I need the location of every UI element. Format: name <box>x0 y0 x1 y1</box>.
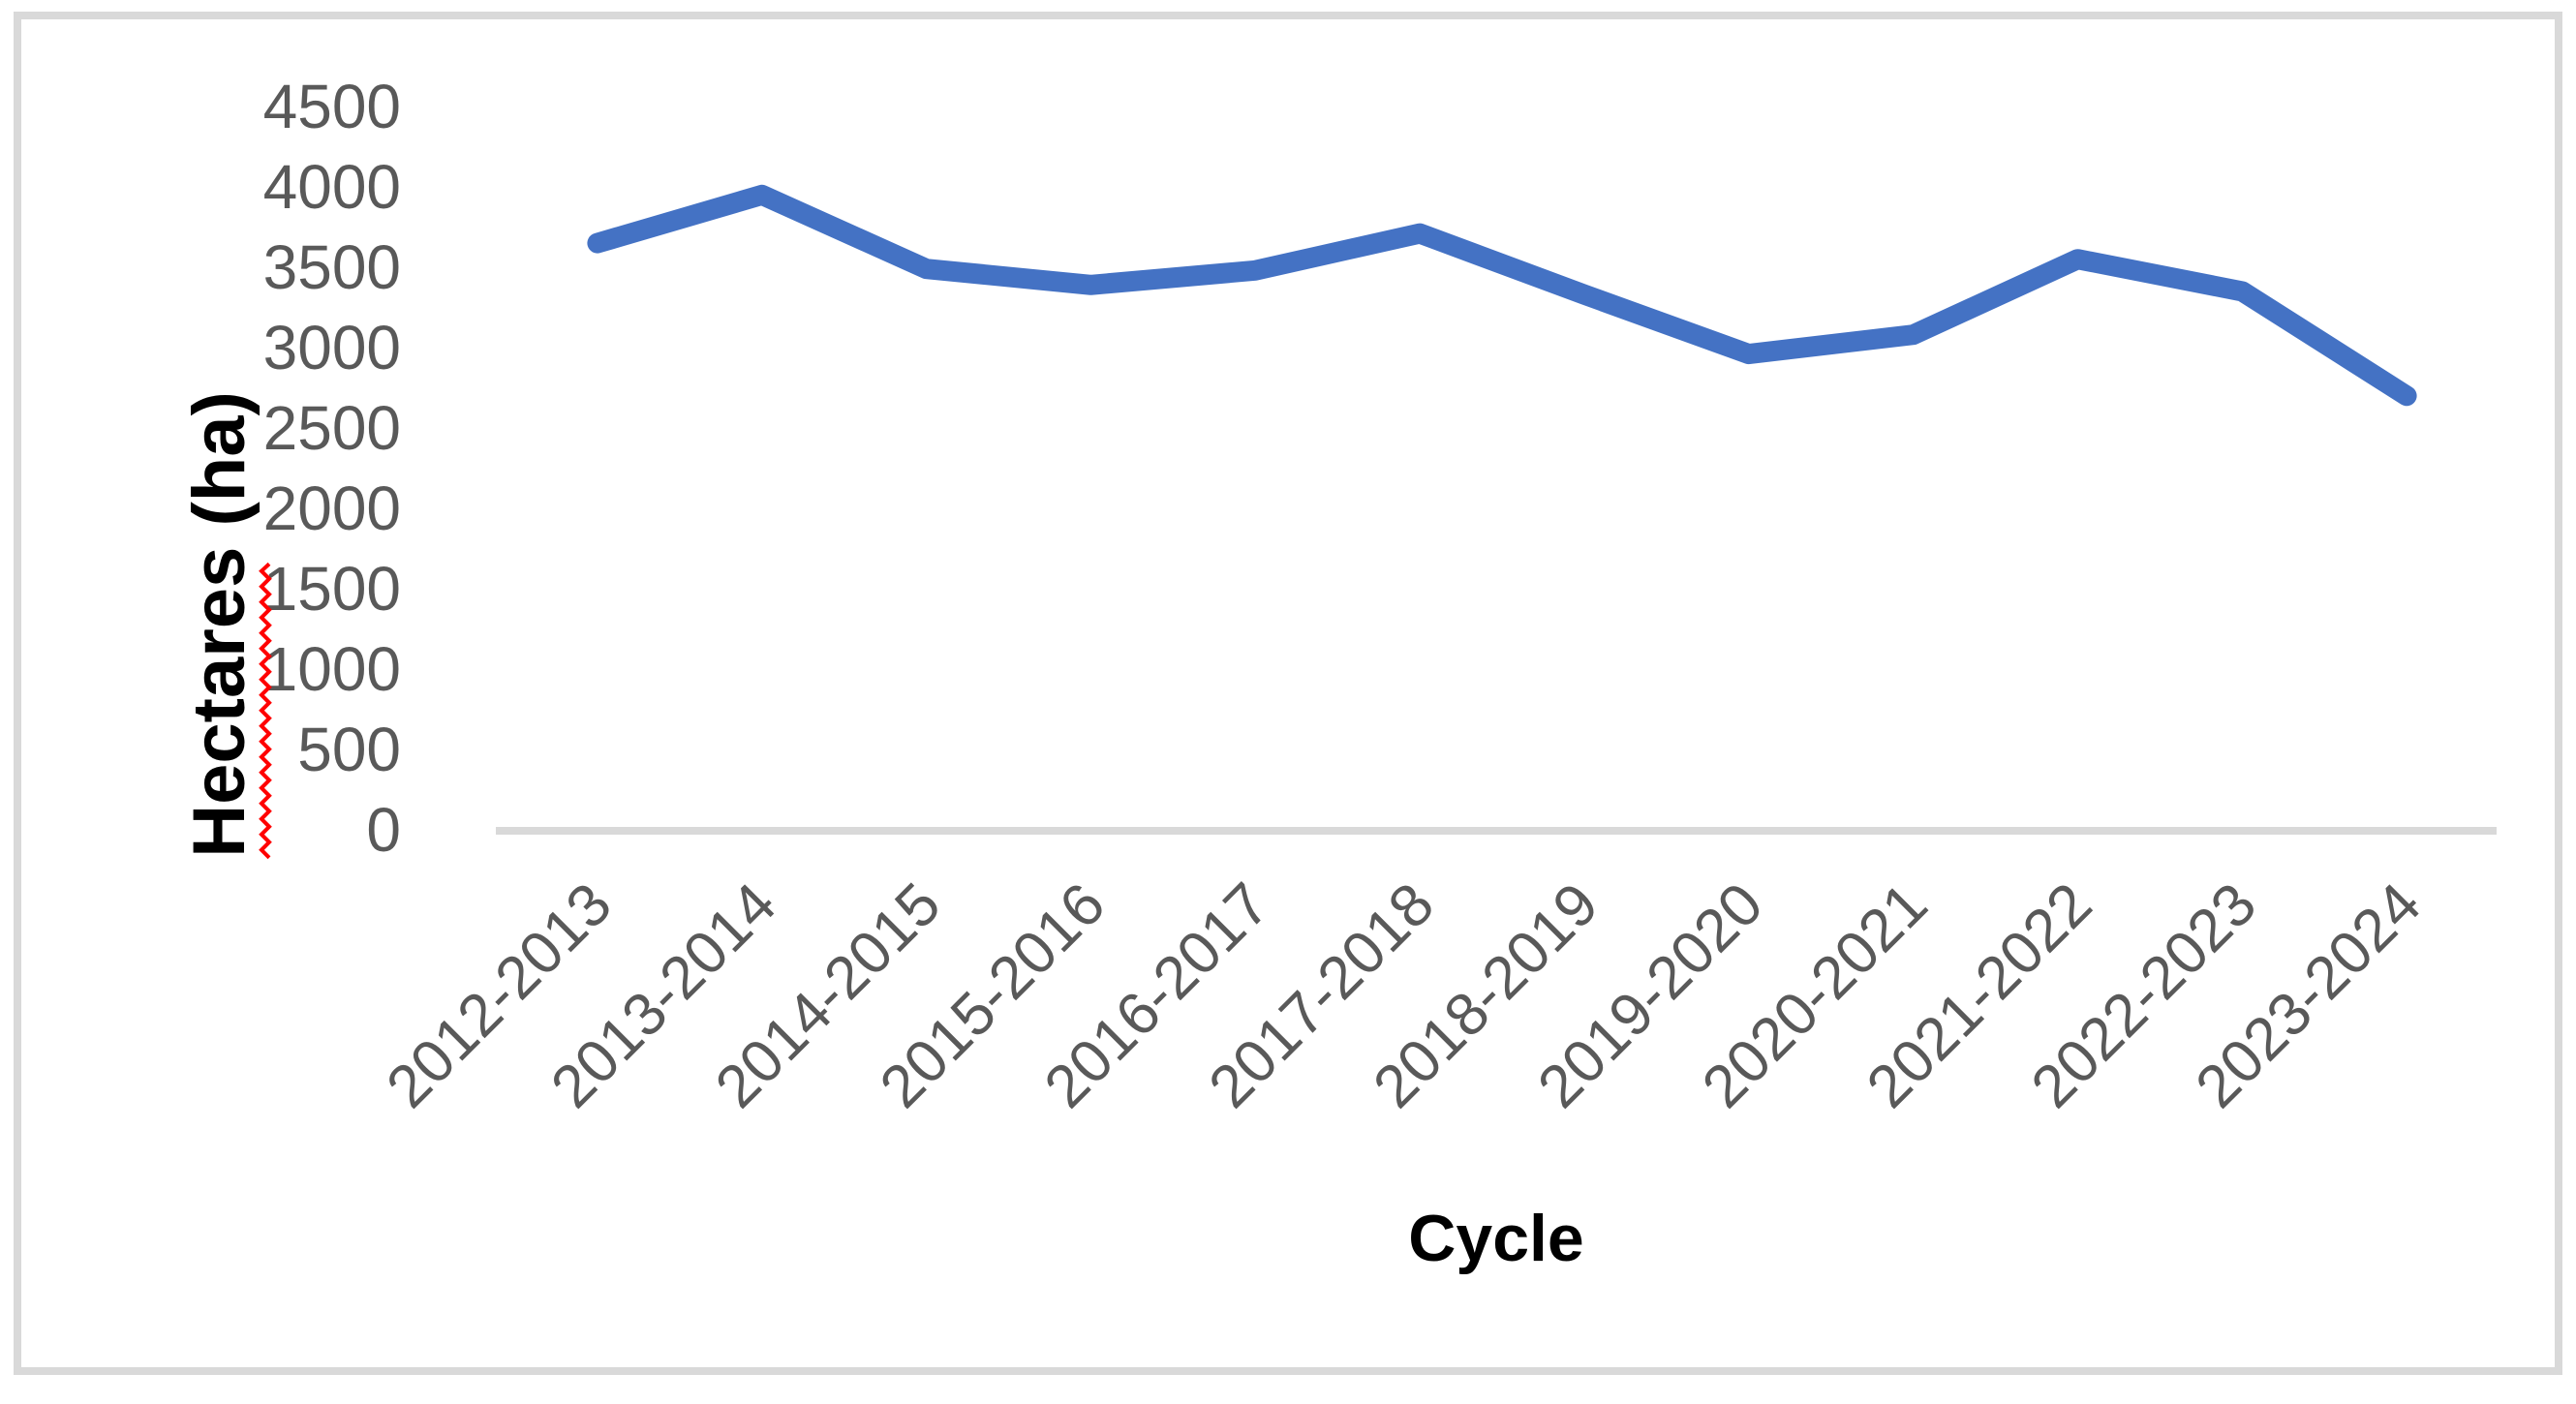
x-axis-title: Cycle <box>1408 1202 1583 1275</box>
y-tick-label: 1500 <box>263 554 401 624</box>
y-tick-label: 2500 <box>263 393 401 463</box>
y-tick-label: 500 <box>297 715 401 784</box>
y-axis-title-group: Hectares (ha) <box>178 391 272 860</box>
y-tick-label: 3500 <box>263 232 401 302</box>
y-tick-label: 4000 <box>263 152 401 222</box>
data-series-line <box>587 184 2417 407</box>
figure-border <box>14 12 2562 1375</box>
y-tick-label: 0 <box>366 795 401 865</box>
y-tick-label: 2000 <box>263 473 401 543</box>
y-tick-label: 4500 <box>263 72 401 141</box>
spellcheck-squiggle <box>259 562 272 860</box>
y-tick-label: 1000 <box>263 634 401 704</box>
y-axis-tick-labels: 0 500 1000 1500 2000 2500 3000 3500 4000 4500 <box>263 72 401 865</box>
y-tick-label: 3000 <box>263 313 401 382</box>
x-axis-category-labels: 2012-20132013-20142014-20152015-20162016… <box>374 870 2434 1120</box>
y-axis-title: Hectares (ha) <box>178 391 261 858</box>
